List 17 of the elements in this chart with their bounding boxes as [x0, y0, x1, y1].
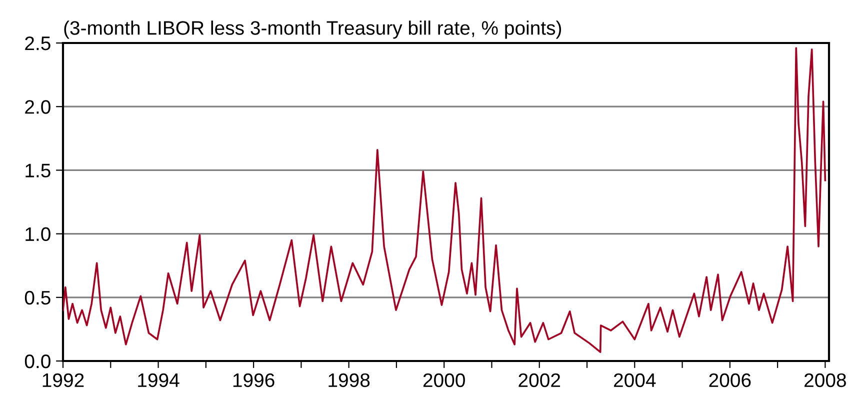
x-tick-label: 2004: [614, 373, 656, 388]
y-tick-label: 0.5: [24, 290, 50, 305]
x-tick-label: 1994: [138, 373, 180, 388]
y-tick-label: 2.0: [25, 100, 50, 114]
x-tick-label: 1998: [328, 373, 370, 388]
y-tick-label: 2.5: [25, 36, 50, 50]
line-series: [63, 47, 826, 353]
x-tick-label: 2008: [804, 373, 846, 388]
x-tick-label: 2000: [423, 373, 465, 388]
y-tick-label: 0.0: [24, 354, 50, 368]
chart-title: (3-month LIBOR less 3-month Treasury bill rate, % points): [64, 20, 562, 39]
x-tick-label: 2006: [709, 373, 751, 388]
x-tick-label: 1992: [42, 373, 84, 388]
y-tick-label: 1.5: [26, 164, 50, 178]
x-tick-label: 1996: [233, 373, 274, 388]
x-tick-label: 2002: [518, 373, 560, 388]
y-tick-label: 1.0: [26, 227, 50, 242]
